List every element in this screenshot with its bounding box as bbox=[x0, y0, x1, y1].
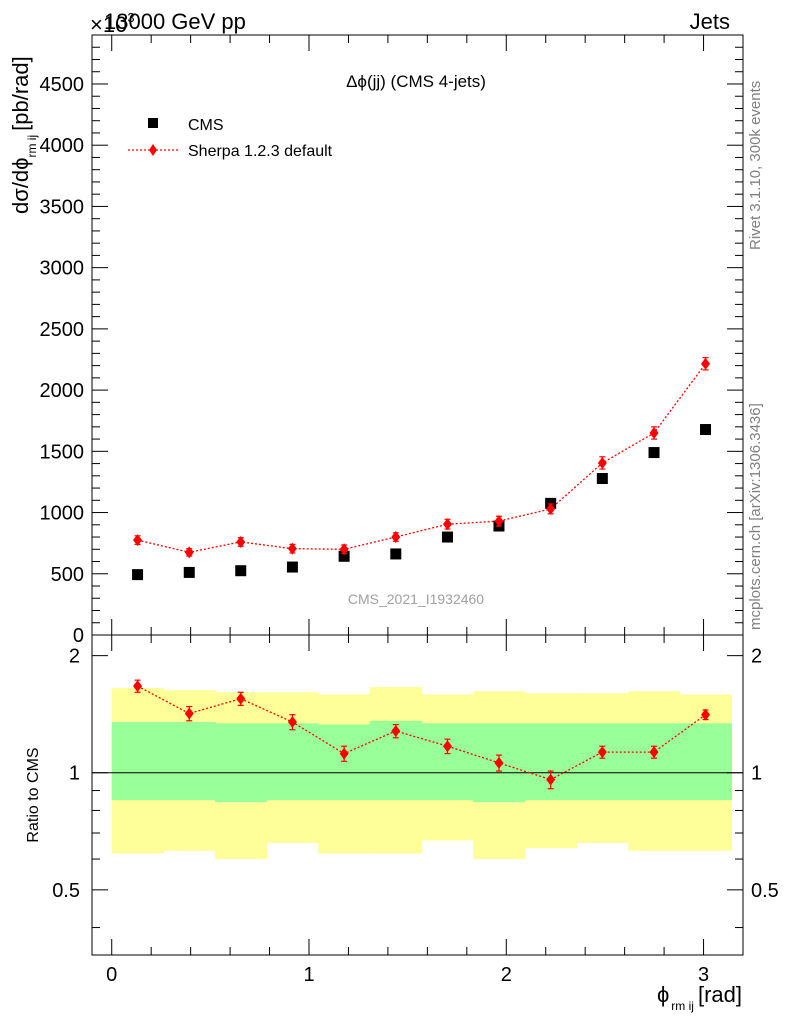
ratio-sherpa-point bbox=[701, 708, 711, 721]
main-y-tick-label: 3000 bbox=[40, 258, 85, 280]
cms-point bbox=[183, 566, 195, 578]
sherpa-point bbox=[597, 456, 607, 469]
ratio-inner-band bbox=[421, 723, 474, 801]
beam-label: 13000 GeV pp bbox=[104, 9, 246, 34]
ratio-sherpa-point bbox=[391, 725, 401, 738]
cms-point bbox=[648, 447, 660, 459]
ratio-inner-band bbox=[628, 723, 681, 801]
main-panel: 0 500 1000 1500 2000 2500 3000 3500 4000 4500 Δϕ(… bbox=[8, 34, 744, 647]
ratio-inner-band bbox=[576, 723, 629, 801]
sherpa-point bbox=[494, 515, 504, 528]
ratio-sherpa-point bbox=[184, 707, 194, 720]
ratio-sherpa-point bbox=[649, 746, 659, 759]
main-y-tick-label: 0 bbox=[73, 625, 84, 647]
ratio-y-tick-label: 0.5 bbox=[52, 880, 80, 902]
ratio-inner-band bbox=[215, 723, 268, 803]
sherpa-point bbox=[442, 518, 452, 531]
sherpa-line bbox=[137, 363, 707, 553]
ratio-y-tick-label-right: 0.5 bbox=[751, 880, 779, 902]
ratio-y-tick-label: 1 bbox=[69, 763, 80, 785]
ratio-sherpa-point bbox=[442, 740, 452, 753]
ratio-inner-band bbox=[163, 722, 216, 801]
legend-label-sherpa: Sherpa 1.2.3 default bbox=[188, 143, 333, 160]
x-tick-label: 0 bbox=[106, 964, 117, 986]
x-tick-label: 1 bbox=[303, 964, 314, 986]
cms-point bbox=[286, 561, 298, 573]
x-axis-label: ϕ rm ij [rad] bbox=[657, 982, 742, 1013]
main-y-tick-label: 2000 bbox=[40, 380, 85, 402]
x-tick-label: 3 bbox=[698, 964, 709, 986]
ratio-sherpa-point bbox=[597, 746, 607, 759]
sherpa-point bbox=[339, 543, 349, 556]
ratio-frame bbox=[91, 634, 744, 956]
ratio-sherpa-point bbox=[287, 716, 297, 729]
sherpa-point bbox=[391, 531, 401, 544]
legend-marker-sherpa bbox=[149, 144, 157, 156]
main-y-tick-label: 2500 bbox=[40, 319, 85, 341]
exponent-label: ×103 bbox=[90, 10, 135, 37]
rivet-label: Rivet 3.1.10, 300k events bbox=[747, 81, 764, 250]
main-y-axis-label: dσ/dϕrm ij[pb/rad] bbox=[8, 56, 39, 214]
ratio-inner-band bbox=[679, 723, 733, 801]
sherpa-point bbox=[649, 426, 659, 439]
main-tick-labels: 0 500 1000 1500 2000 2500 3000 3500 4000 4500 bbox=[40, 74, 85, 647]
ratio-tick-labels: 0.5 0.5 1 1 2 2 0 1 2 3 bbox=[52, 646, 779, 986]
cms-point bbox=[700, 424, 712, 436]
cms-point bbox=[338, 550, 350, 562]
ratio-y-axis-label: Ratio to CMS bbox=[25, 747, 42, 842]
ratio-panel: 0.5 0.5 1 1 2 2 0 1 2 3 Ratio to CMS ϕ rm ij [rad] bbox=[25, 634, 779, 1013]
ratio-sherpa-point bbox=[133, 680, 143, 693]
sherpa-point bbox=[236, 535, 246, 548]
sherpa-point bbox=[546, 502, 556, 515]
watermark: CMS_2021_I1932460 bbox=[348, 591, 484, 607]
legend-marker-cms bbox=[148, 118, 158, 128]
ratio-sherpa-point bbox=[236, 692, 246, 705]
ratio-inner-band bbox=[318, 724, 371, 801]
cms-point bbox=[596, 473, 608, 485]
mcplots-label: mcplots.cern.ch [arXiv:1306.3436] bbox=[747, 403, 764, 630]
main-y-tick-label: 4000 bbox=[40, 135, 85, 157]
cms-point bbox=[441, 531, 453, 543]
x-tick-label: 2 bbox=[501, 964, 512, 986]
process-label: Jets bbox=[690, 9, 730, 34]
ratio-inner-band bbox=[111, 722, 164, 801]
ratio-sherpa-point bbox=[546, 773, 556, 786]
ratio-ticks bbox=[92, 635, 744, 955]
ratio-inner-band bbox=[266, 723, 319, 801]
cms-point bbox=[390, 548, 402, 560]
ratio-series bbox=[133, 679, 711, 790]
sherpa-point bbox=[184, 546, 194, 559]
ratio-sherpa-point bbox=[494, 756, 504, 769]
cms-point bbox=[132, 569, 144, 581]
sherpa-point bbox=[701, 357, 711, 370]
main-y-tick-label: 1500 bbox=[40, 441, 85, 463]
main-y-tick-label: 3500 bbox=[40, 196, 85, 218]
main-title: Δϕ(jj) (CMS 4-jets) bbox=[346, 72, 486, 91]
ratio-y-tick-label: 2 bbox=[69, 646, 80, 668]
ratio-y-tick-label-right: 1 bbox=[751, 763, 762, 785]
main-y-tick-label: 4500 bbox=[40, 74, 85, 96]
main-y-tick-label: 500 bbox=[51, 564, 84, 586]
main-y-tick-label: 1000 bbox=[40, 503, 85, 525]
main-series bbox=[132, 357, 712, 581]
ratio-sherpa-line bbox=[137, 685, 706, 781]
ratio-sherpa-point bbox=[339, 747, 349, 760]
cms-point bbox=[235, 565, 247, 577]
legend-label-cms: CMS bbox=[188, 117, 224, 134]
sherpa-point bbox=[287, 542, 297, 555]
sherpa-point bbox=[133, 534, 143, 547]
ratio-y-tick-label-right: 2 bbox=[751, 646, 762, 668]
legend: CMS Sherpa 1.2.3 default bbox=[128, 117, 333, 160]
